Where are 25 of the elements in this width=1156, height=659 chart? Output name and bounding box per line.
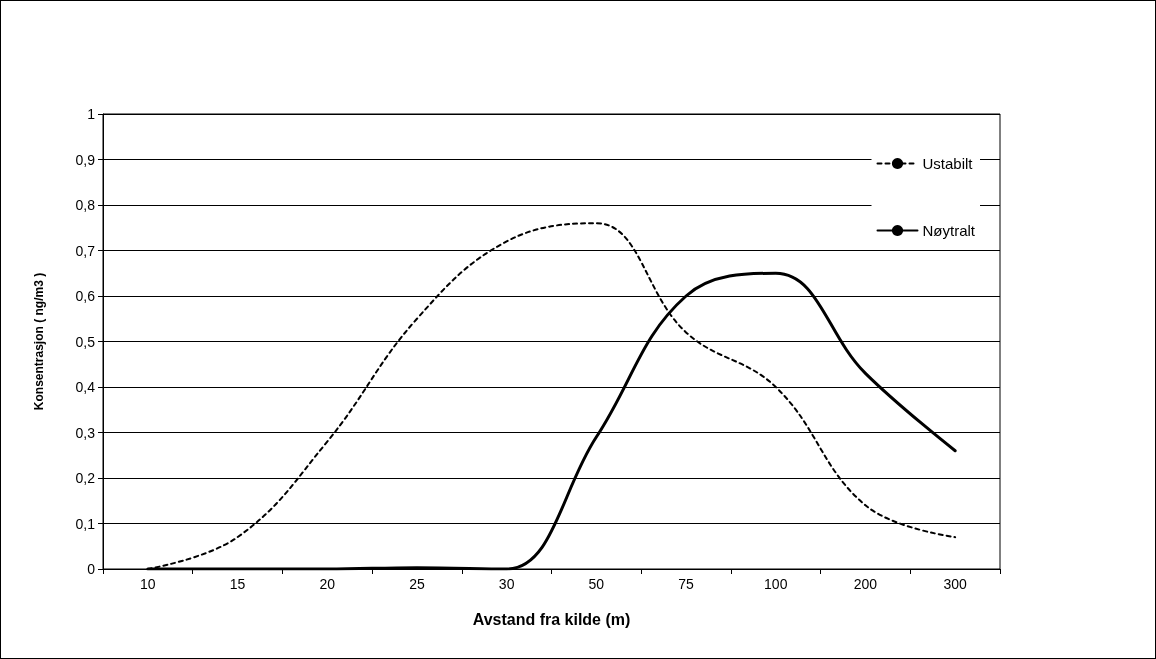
x-axis-title: Avstand fra kilde (m): [472, 610, 631, 628]
x-tick-label: 10: [140, 576, 156, 592]
y-tick-label: 0,7: [75, 242, 96, 259]
y-tick-label: 0,5: [75, 333, 96, 350]
x-tick-label: 50: [588, 576, 605, 592]
y-tick-label: 0,4: [75, 379, 96, 395]
x-tick-label: 20: [319, 576, 336, 592]
x-tick-label: 300: [943, 576, 968, 592]
x-tick-label: 200: [853, 576, 878, 592]
y-tick-label: 0,8: [75, 197, 96, 213]
legend-label: Ustabilt: [922, 155, 974, 172]
x-tick-label: 15: [229, 576, 246, 592]
x-tick-label: 25: [409, 576, 425, 592]
y-tick-label: 1: [87, 106, 96, 122]
y-tick-label: 0,6: [75, 288, 96, 304]
y-tick-label: 0: [87, 561, 96, 577]
y-axis-title: Konsentrasjon ( ng/m3 ): [32, 272, 46, 411]
y-tick-label: 0,3: [75, 424, 96, 441]
x-tick-label: 30: [498, 576, 515, 592]
x-tick-label: 75: [678, 576, 695, 592]
legend-label: Nøytralt: [922, 222, 976, 239]
y-tick-label: 0,1: [75, 515, 96, 532]
y-tick-label: 0,2: [75, 470, 96, 486]
x-tick-label: 100: [764, 576, 788, 592]
y-tick-label: 0,9: [75, 151, 96, 168]
